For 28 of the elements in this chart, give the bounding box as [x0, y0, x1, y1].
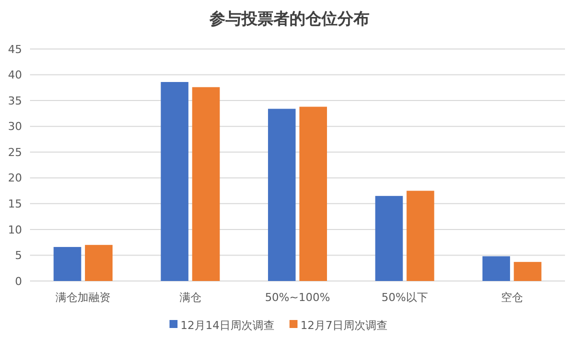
y-tick-label: 25 — [8, 146, 22, 159]
y-tick-label: 10 — [8, 223, 22, 236]
x-tick-label: 50%~100% — [264, 291, 330, 304]
bar — [514, 262, 542, 281]
bar — [299, 106, 327, 281]
bar — [482, 256, 510, 281]
y-tick-label: 40 — [8, 68, 22, 82]
bar — [375, 196, 403, 281]
x-tick-label: 满仓 — [179, 291, 202, 304]
y-tick-label: 15 — [8, 198, 22, 211]
bar — [192, 87, 220, 281]
y-tick-label: 5 — [15, 249, 22, 262]
y-tick-label: 0 — [15, 274, 22, 288]
bar — [54, 246, 82, 281]
bar — [268, 108, 296, 281]
x-tick-label: 空仓 — [500, 291, 523, 304]
chart-title: 参与投票者的仓位分布 — [208, 9, 370, 28]
y-tick-label: 30 — [8, 120, 22, 134]
bar — [84, 244, 113, 281]
legend-label: 12月14日周次调查 — [180, 318, 274, 332]
y-tick-label: 45 — [8, 42, 22, 56]
y-tick-label: 35 — [8, 94, 22, 108]
legend-label: 12月7日周次调查 — [300, 318, 388, 332]
x-tick-label: 50%以下 — [381, 291, 428, 304]
x-tick-label: 满仓加融资 — [56, 291, 111, 304]
bar — [160, 82, 188, 281]
bar — [406, 190, 434, 281]
y-tick-label: 20 — [8, 172, 22, 185]
